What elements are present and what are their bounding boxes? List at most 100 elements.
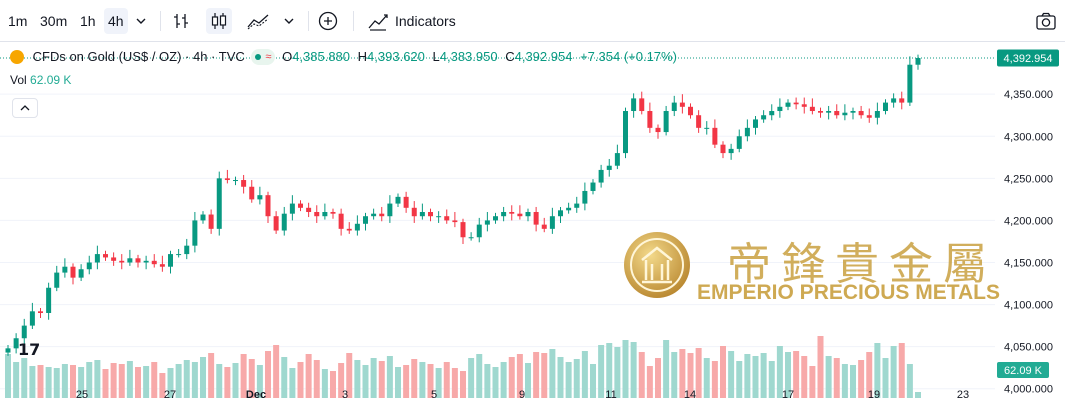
candle-body <box>379 213 385 217</box>
candle-body <box>533 212 539 225</box>
volume-bar <box>622 340 629 398</box>
candle-body <box>818 111 823 113</box>
tradingview-logo-text: 17 <box>18 340 41 359</box>
volume-bar <box>159 373 166 398</box>
volume-bar <box>581 351 588 398</box>
volume-bar <box>232 363 239 398</box>
interval-1h[interactable]: 1h <box>80 13 96 29</box>
volume-bar <box>736 361 743 398</box>
indicators-button[interactable]: Indicators <box>395 13 456 29</box>
candles-chart-icon[interactable] <box>206 8 232 34</box>
watermark-chinese: 帝鋒貴金屬 <box>727 239 997 290</box>
time-axis[interactable]: 25 27 Dec 3 5 9 11 14 17 19 23 <box>76 389 969 401</box>
interval-1m[interactable]: 1m <box>8 13 28 29</box>
volume-bar <box>516 354 523 398</box>
low-value: 4,383.950 <box>439 49 498 65</box>
volume-bar <box>573 359 580 398</box>
price-tick-label: 4,200.000 <box>1004 215 1053 227</box>
candle-body <box>444 216 450 221</box>
volume-bar <box>533 352 540 398</box>
volume-bar <box>850 365 856 398</box>
candle-body <box>257 195 263 200</box>
candle-body <box>826 111 832 113</box>
volume-bar <box>78 367 85 398</box>
volume-bar <box>370 358 377 398</box>
candle-body <box>127 258 133 263</box>
volume-bar <box>874 343 881 398</box>
volume-bar <box>655 358 661 398</box>
camera-snapshot-icon[interactable] <box>1033 8 1059 34</box>
volume-bar <box>297 362 304 398</box>
volume-bar <box>224 367 231 398</box>
candle-body <box>866 115 872 118</box>
interval-dropdown-chevron-icon[interactable] <box>128 8 154 34</box>
candle-body <box>858 111 864 116</box>
volume-bar <box>768 361 775 398</box>
close-value: 4,392.954 <box>514 49 573 65</box>
volume-bar <box>906 364 913 398</box>
candle-body <box>558 210 563 217</box>
price-chart[interactable]: 4,350.000 4,300.000 4,250.000 4,200.000 4,15… <box>0 42 1065 404</box>
volume-bar <box>305 354 312 398</box>
volume-bar <box>346 353 353 398</box>
price-axis[interactable]: 4,350.000 4,300.000 4,250.000 4,200.000 4,15… <box>1004 89 1053 396</box>
volume-label[interactable]: Vol <box>10 73 27 87</box>
candle-body <box>777 106 783 112</box>
chart-type-dropdown-chevron-icon[interactable] <box>276 8 302 34</box>
high-key: H <box>357 49 368 65</box>
open-value: 4,385.880 <box>292 49 351 65</box>
volume-bar <box>13 362 20 398</box>
volume-badge: 62.09 K <box>997 362 1049 378</box>
volume-bar <box>817 336 824 398</box>
volume-bar <box>687 353 694 398</box>
volume-bar <box>882 358 889 398</box>
candle-body <box>94 254 100 263</box>
time-tick-label: 27 <box>164 389 176 401</box>
volume-bar <box>500 362 507 398</box>
candle-body <box>769 111 775 116</box>
market-status-pill[interactable]: ≈ <box>251 48 276 65</box>
interval-4h[interactable]: 4h <box>104 8 128 34</box>
candle-body <box>753 119 758 128</box>
volume-bar <box>606 343 613 398</box>
volume-bar <box>549 349 556 398</box>
volume-bar <box>476 354 483 398</box>
volume-legend-value: 62.09 K <box>30 73 72 87</box>
volume-bar <box>45 367 52 398</box>
candle-body <box>371 213 377 217</box>
change-value: +7.354 (+0.17%) <box>580 49 677 65</box>
bar-chart-icon[interactable] <box>168 8 194 34</box>
time-tick-label: 11 <box>605 389 616 401</box>
candle-body <box>809 106 815 112</box>
candle-body <box>476 224 482 238</box>
emperio-seal-logo <box>624 232 690 298</box>
gold-symbol-icon <box>10 49 24 64</box>
candle-body <box>509 212 515 214</box>
area-chart-icon[interactable] <box>245 8 271 34</box>
candle-body <box>598 169 604 183</box>
candle-body <box>103 254 108 258</box>
candle-body <box>614 153 620 166</box>
candle-body <box>842 112 848 116</box>
candle-body <box>834 111 840 116</box>
volume-bar <box>362 365 369 398</box>
volume-bar <box>776 346 783 398</box>
symbol-title[interactable]: CFDs on Gold (US$ / OZ) · 4h · TVC <box>32 49 245 65</box>
volume-bar <box>866 352 873 398</box>
interval-30m[interactable]: 30m <box>40 13 68 29</box>
candle-body <box>354 223 360 231</box>
volume-bar <box>321 369 328 398</box>
volume-value: 62.09 K <box>1004 365 1043 377</box>
candle-body <box>899 98 905 103</box>
volume-bar <box>630 342 637 398</box>
tradingview-logo[interactable]: 17 <box>18 340 40 359</box>
candle-body <box>419 212 425 217</box>
collapse-legend-button[interactable] <box>12 98 38 118</box>
volume-bar <box>183 360 190 398</box>
volume-bar <box>21 358 28 398</box>
volume-bar <box>256 365 263 398</box>
time-tick-label: 23 <box>957 389 969 401</box>
volume-bar <box>330 371 336 398</box>
compare-add-symbol-icon[interactable] <box>315 8 341 34</box>
indicators-icon[interactable] <box>365 8 391 34</box>
